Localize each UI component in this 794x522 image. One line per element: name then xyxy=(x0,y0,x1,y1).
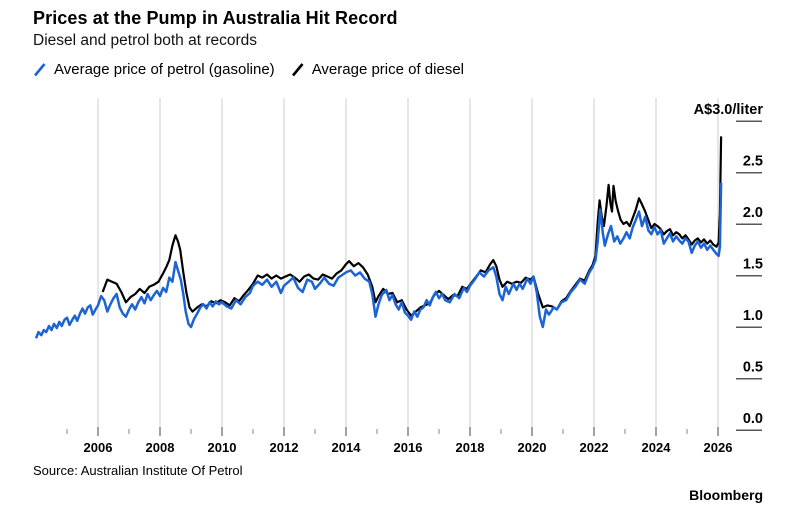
x-tick-label: 2024 xyxy=(642,440,672,455)
legend-item-petrol-label: Average price of petrol (gasoline) xyxy=(54,61,275,78)
y-tick-label: 0.0 xyxy=(743,411,763,427)
x-tick-label: 2016 xyxy=(394,440,423,455)
x-tick-label: 2012 xyxy=(270,440,299,455)
x-tick-label: 2026 xyxy=(704,440,733,455)
page-subtitle: Diesel and petrol both at records xyxy=(33,32,258,49)
petrol-series-line xyxy=(34,182,723,339)
x-tick-label: 2018 xyxy=(456,440,485,455)
y-axis-unit-label: A$3.0/liter xyxy=(694,102,764,118)
x-tick-label: 2010 xyxy=(208,440,237,455)
y-tick-label: 2.5 xyxy=(743,154,763,170)
x-tick-label: 2008 xyxy=(146,440,175,455)
petrol-line-marker-icon xyxy=(33,62,46,76)
page-title: Prices at the Pump in Australia Hit Reco… xyxy=(33,8,398,28)
y-tick-label: 2.0 xyxy=(743,205,763,221)
x-tick-label: 2014 xyxy=(332,440,362,455)
x-tick-label: 2022 xyxy=(580,440,609,455)
legend-item-diesel-label: Average price of diesel xyxy=(311,61,465,78)
diesel-line-marker-icon xyxy=(291,62,304,76)
source-note: Source: Australian Institute Of Petrol xyxy=(33,463,243,478)
legend-item-diesel: Average price of diesel xyxy=(291,61,464,78)
diesel-series-line xyxy=(101,136,723,317)
legend-item-petrol: Average price of petrol (gasoline) xyxy=(33,61,275,78)
y-tick-label: 1.0 xyxy=(743,308,763,324)
bloomberg-logo: Bloomberg xyxy=(689,487,763,503)
x-tick-label: 2006 xyxy=(84,440,113,455)
y-tick-label: 1.5 xyxy=(743,257,763,273)
x-tick-label: 2020 xyxy=(518,440,547,455)
chart-legend: Average price of petrol (gasoline) Avera… xyxy=(33,61,464,78)
y-tick-label: 0.5 xyxy=(743,360,763,376)
